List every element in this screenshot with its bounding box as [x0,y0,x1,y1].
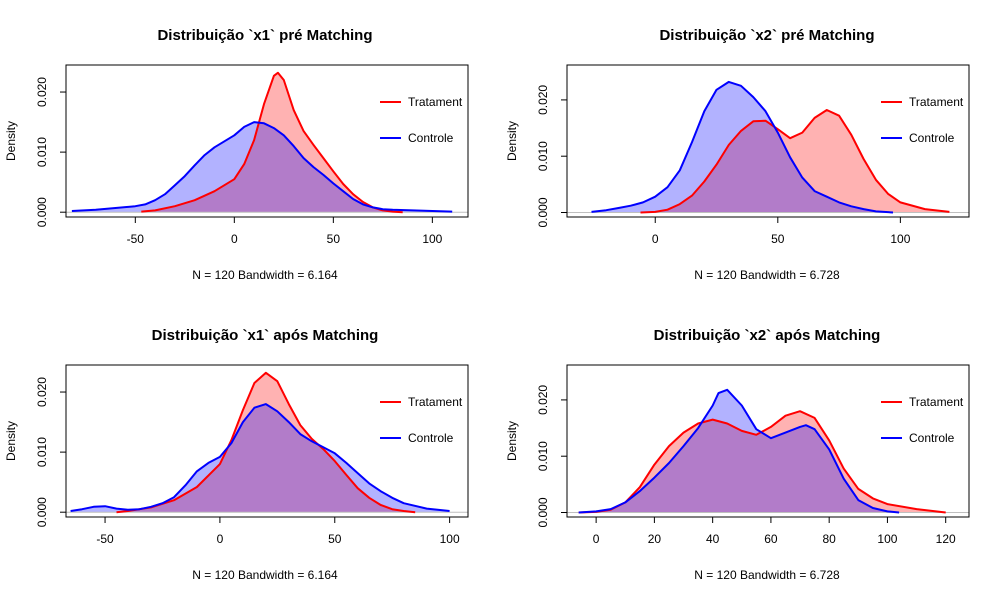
y-axis-label: Density [4,421,18,461]
legend-label: Tratament [408,395,463,409]
x-tick-label: -50 [127,232,145,246]
panel-title: Distribuição `x1` pré Matching [157,27,372,44]
legend: Tratament Controle [380,95,463,145]
y-tick-label: 0.010 [35,137,49,167]
y-tick-label: 0.010 [536,441,550,471]
plot-area [567,388,969,514]
plot-area [66,371,468,514]
density-line-tratament [578,410,946,514]
density-line-tratament [141,71,403,214]
x-tick-label: 40 [706,532,720,546]
x-tick-label: 20 [648,532,662,546]
x-tick-label: 0 [652,232,659,246]
plot-area [66,71,468,214]
panel-x1-after-matching: Distribuição `x1` após Matching N = 120 … [4,327,469,582]
x-axis-label: N = 120 Bandwidth = 6.164 [192,268,338,282]
y-tick-label: 0.000 [536,497,550,527]
plot-frame [566,64,970,218]
legend-label: Controle [909,131,955,145]
density-line-controle [70,403,450,512]
x-tick-label: 100 [890,232,910,246]
density-line-controle [578,388,900,514]
density-fill-tratament [116,372,416,513]
y-tick-label: 0.020 [536,85,550,115]
x-tick-label: 50 [771,232,785,246]
panel-title: Distribuição `x2` pré Matching [659,27,874,44]
legend-label: Tratament [909,95,964,109]
density-fill-tratament [578,411,946,513]
density-line-tratament [640,109,950,214]
plot-frame [65,364,469,518]
density-fill-tratament [640,110,950,213]
density-line-controle [71,121,453,213]
x-tick-label: 50 [328,532,342,546]
y-tick-label: 0.000 [536,197,550,227]
legend-label: Tratament [408,95,463,109]
panel-x2-pre-matching: Distribuição `x2` pré Matching N = 120 B… [505,27,970,282]
legend: Tratament Controle [380,395,463,445]
legend-label: Controle [909,431,955,445]
density-line-controle [591,80,894,214]
legend-label: Controle [408,431,454,445]
x-tick-label: 50 [327,232,341,246]
plot-frame [65,64,469,218]
legend-label: Controle [408,131,454,145]
y-tick-label: 0.000 [35,497,49,527]
density-line-tratament [116,371,416,514]
x-tick-label: 60 [764,532,778,546]
panel-x2-after-matching: Distribuição `x2` após Matching N = 120 … [505,327,970,582]
panel-x1-pre-matching: Distribuição `x1` pré Matching N = 120 B… [4,27,469,282]
panel-title: Distribuição `x1` após Matching [152,327,379,344]
legend-label: Tratament [909,395,964,409]
y-axis-label: Density [505,421,519,461]
x-tick-label: 80 [822,532,836,546]
density-fill-controle [578,389,900,513]
x-tick-label: 0 [231,232,238,246]
plot-area [567,80,969,214]
x-axis-label: N = 120 Bandwidth = 6.728 [694,268,840,282]
y-tick-label: 0.000 [35,197,49,227]
y-tick-label: 0.020 [536,385,550,415]
y-tick-label: 0.020 [35,377,49,407]
x-axis-label: N = 120 Bandwidth = 6.728 [694,568,840,582]
density-fill-controle [71,122,453,213]
y-axis-label: Density [505,121,519,161]
density-fill-controle [70,404,450,513]
x-axis-label: N = 120 Bandwidth = 6.164 [192,568,338,582]
y-axis-label: Density [4,121,18,161]
x-tick-label: 100 [422,232,442,246]
panel-title: Distribuição `x2` após Matching [654,327,881,344]
x-tick-label: -50 [96,532,114,546]
y-tick-label: 0.020 [35,77,49,107]
plot-frame [566,364,970,518]
x-tick-label: 0 [593,532,600,546]
y-tick-label: 0.010 [35,437,49,467]
x-tick-label: 120 [936,532,956,546]
x-tick-label: 100 [877,532,897,546]
x-tick-label: 0 [217,532,224,546]
legend: Tratament Controle [881,395,964,445]
y-tick-label: 0.010 [536,141,550,171]
x-tick-label: 100 [440,532,460,546]
density-fill-controle [591,81,893,213]
legend: Tratament Controle [881,95,964,145]
